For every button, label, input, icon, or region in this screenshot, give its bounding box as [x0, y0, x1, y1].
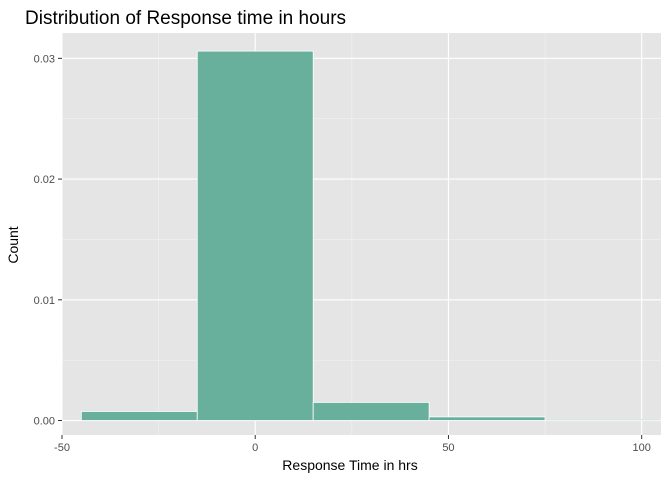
x-axis-label: Response Time in hrs: [282, 457, 417, 473]
histogram-bar: [80, 411, 198, 421]
histogram-bar: [312, 402, 430, 421]
bars: [80, 50, 662, 421]
axis-ticks: [58, 57, 643, 439]
x-tick-label: 50: [442, 442, 454, 454]
tick-labels: -50 0 50 100 0.00 0.01 0.02 0.03: [34, 53, 651, 454]
histogram-bar: [196, 50, 314, 421]
histogram-bar: [428, 416, 546, 421]
y-tick-label: 0.00: [34, 416, 55, 428]
y-tick-label: 0.02: [34, 174, 55, 186]
x-tick-label: 0: [252, 442, 258, 454]
histogram-bar: [544, 418, 662, 421]
chart-title: Distribution of Response time in hours: [25, 8, 346, 29]
plot-panel: [62, 33, 661, 435]
y-axis-label: Count: [5, 226, 21, 263]
x-tick-label: -50: [54, 442, 70, 454]
y-tick-label: 0.03: [34, 53, 55, 65]
minor-grid: [62, 33, 661, 435]
y-tick-label: 0.01: [34, 295, 55, 307]
x-tick-label: 100: [632, 442, 650, 454]
